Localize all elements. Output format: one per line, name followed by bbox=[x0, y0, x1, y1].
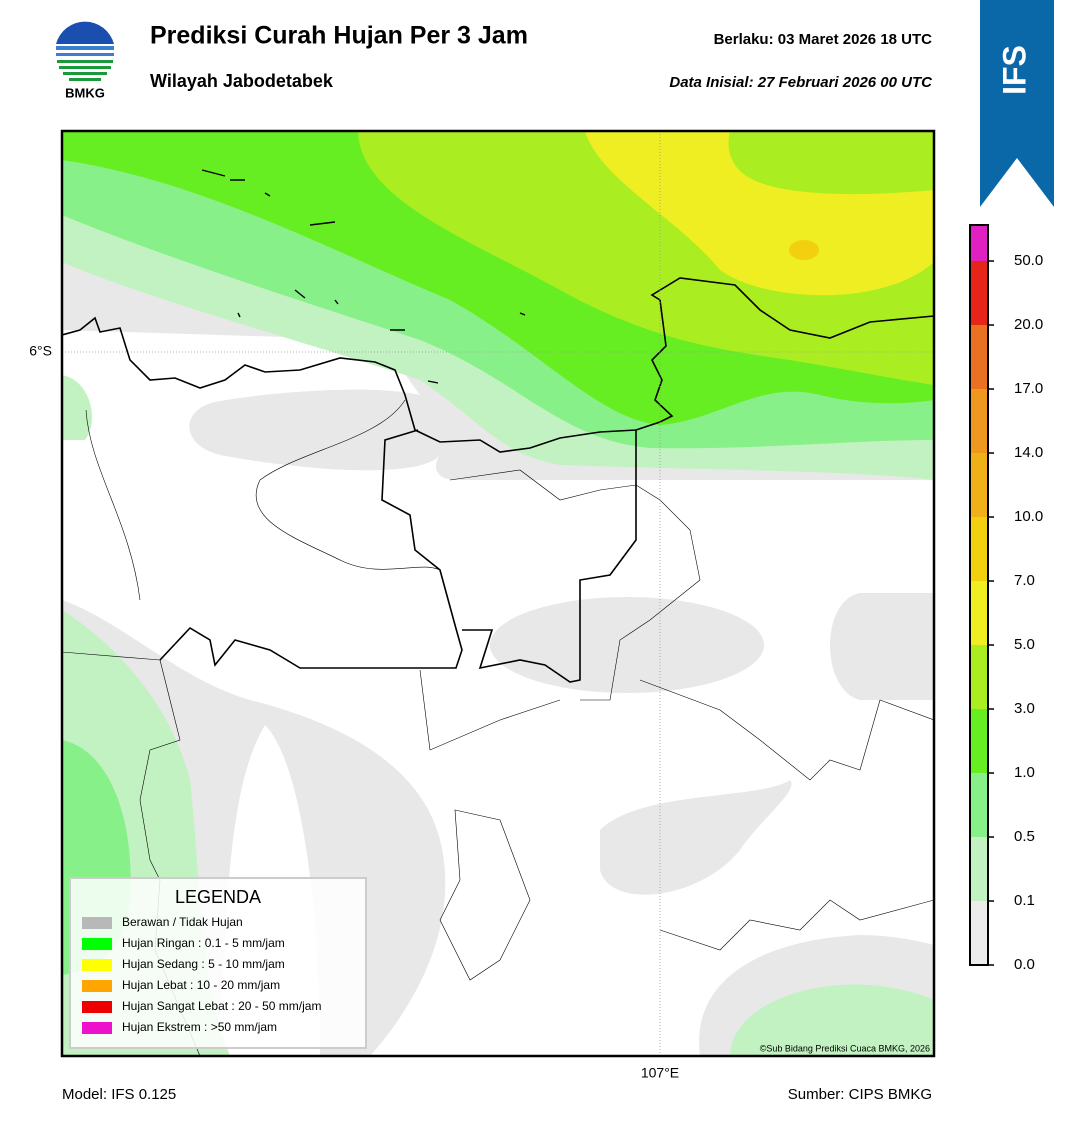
colorbar-segment bbox=[970, 901, 988, 965]
colorbar-label: 5.0 bbox=[1014, 636, 1035, 653]
model: Model: IFS 0.125 bbox=[62, 1086, 176, 1103]
legend-swatch bbox=[82, 980, 112, 992]
legend-title: LEGENDA bbox=[175, 887, 261, 907]
lon-label: 107°E bbox=[641, 1065, 679, 1081]
legend-swatch bbox=[82, 917, 112, 929]
credit: ©Sub Bidang Prediksi Cuaca BMKG, 2026 bbox=[760, 1043, 930, 1053]
colorbar-segment bbox=[970, 837, 988, 901]
colorbar-label: 50.0 bbox=[1014, 252, 1043, 269]
title: Prediksi Curah Hujan Per 3 Jam bbox=[150, 22, 528, 50]
logo-text: BMKG bbox=[65, 85, 105, 100]
colorbar-label: 17.0 bbox=[1014, 380, 1043, 397]
legend-label: Hujan Sangat Lebat : 20 - 50 mm/jam bbox=[122, 999, 321, 1013]
map: ©Sub Bidang Prediksi Cuaca BMKG, 2026 bbox=[62, 131, 934, 1056]
subtitle: Wilayah Jabodetabek bbox=[150, 71, 334, 91]
map-frame bbox=[60, 129, 936, 1058]
colorbar-label: 0.5 bbox=[1014, 828, 1035, 845]
lat-label: 6°S bbox=[29, 343, 52, 359]
colorbar-segment bbox=[970, 709, 988, 773]
valid-time: Berlaku: 03 Maret 2026 18 UTC bbox=[714, 31, 933, 48]
colorbar-segment bbox=[970, 389, 988, 453]
colorbar-segment bbox=[970, 645, 988, 709]
legend-swatch bbox=[82, 1022, 112, 1034]
legend-swatch bbox=[82, 938, 112, 950]
colorbar-label: 7.0 bbox=[1014, 572, 1035, 589]
colorbar-label: 1.0 bbox=[1014, 764, 1035, 781]
colorbar-frame bbox=[969, 224, 989, 966]
legend-swatch bbox=[82, 959, 112, 971]
source: Sumber: CIPS BMKG bbox=[788, 1086, 932, 1103]
colorbar-label: 20.0 bbox=[1014, 316, 1043, 333]
colorbar: 0.0 0.1 0.5 1.0 3.0 5.0 7.0 10.0 14.0 17.0 20.0 50.… bbox=[969, 224, 1043, 973]
legend-label: Hujan Ringan : 0.1 - 5 mm/jam bbox=[122, 936, 285, 950]
legend-label: Hujan Sedang : 5 - 10 mm/jam bbox=[122, 957, 285, 971]
colorbar-segment bbox=[970, 517, 988, 581]
colorbar-label: 10.0 bbox=[1014, 508, 1043, 525]
colorbar-label: 0.0 bbox=[1014, 956, 1035, 973]
logo: BMKG bbox=[55, 21, 115, 100]
legend-label: Hujan Lebat : 10 - 20 mm/jam bbox=[122, 978, 280, 992]
colorbar-segment bbox=[970, 453, 988, 517]
legend-swatch bbox=[82, 1001, 112, 1013]
colorbar-segment bbox=[970, 225, 988, 261]
init-time: Data Inisial: 27 Februari 2026 00 UTC bbox=[669, 74, 933, 91]
colorbar-label: 0.1 bbox=[1014, 892, 1035, 909]
legend: LEGENDA Berawan / Tidak Hujan Hujan Ringa… bbox=[69, 877, 367, 1049]
colorbar-label: 3.0 bbox=[1014, 700, 1035, 717]
colorbar-segment bbox=[970, 261, 988, 325]
colorbar-segment bbox=[970, 581, 988, 645]
badge: IFS bbox=[980, 0, 1054, 207]
legend-label: Hujan Ekstrem : >50 mm/jam bbox=[122, 1020, 277, 1034]
colorbar-segment bbox=[970, 325, 988, 389]
legend-label: Berawan / Tidak Hujan bbox=[122, 915, 243, 929]
colorbar-segment bbox=[970, 773, 988, 837]
colorbar-label: 14.0 bbox=[1014, 444, 1043, 461]
badge-text: IFS bbox=[996, 45, 1032, 95]
